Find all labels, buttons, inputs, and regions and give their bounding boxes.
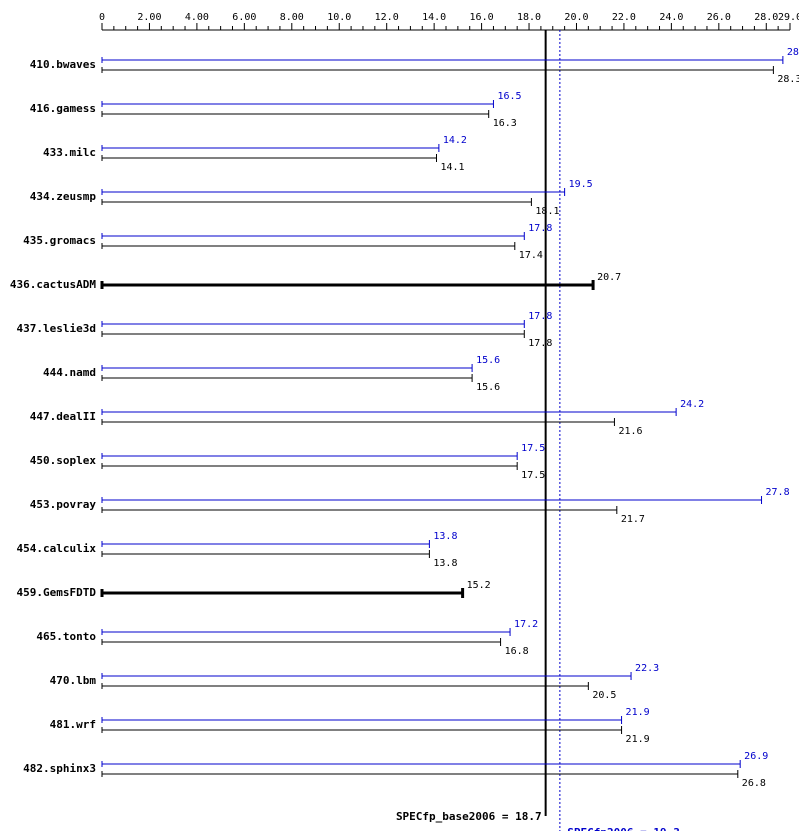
- base-value: 20.5: [592, 690, 616, 701]
- axis-label: 2.00: [137, 12, 161, 23]
- peak-value: 28.7: [787, 47, 799, 58]
- base-value: 28.3: [777, 74, 799, 85]
- base-value: 15.6: [476, 382, 500, 393]
- benchmark-label: 437.leslie3d: [17, 322, 96, 335]
- summary-peak-label: SPECfp2006 = 19.3: [567, 826, 680, 831]
- summary-base-label: SPECfp_base2006 = 18.7: [396, 810, 542, 823]
- peak-value: 27.8: [766, 487, 790, 498]
- peak-value: 19.5: [569, 179, 593, 190]
- benchmark-label: 470.lbm: [50, 674, 97, 687]
- spec-benchmark-chart: 0 2.00 4.00 6.00 8.00 10.0 12.0 14.0 16.0 18.0 20.…: [0, 0, 799, 831]
- peak-value: 13.8: [433, 531, 457, 542]
- benchmark-label: 454.calculix: [17, 542, 97, 555]
- benchmark-row: 447.dealII 24.2 21.6: [30, 399, 704, 437]
- peak-value: 15.6: [476, 355, 500, 366]
- peak-value: 14.2: [443, 135, 467, 146]
- benchmark-row: 434.zeusmp 19.5 18.1: [30, 179, 593, 217]
- peak-value: 24.2: [680, 399, 704, 410]
- base-value: 26.8: [742, 778, 766, 789]
- base-value: 17.8: [528, 338, 552, 349]
- axis-label: 24.0: [659, 12, 683, 23]
- axis-label: 29.0: [778, 12, 799, 23]
- benchmark-row: 465.tonto 17.2 16.8: [36, 619, 538, 657]
- peak-value: 26.9: [744, 751, 768, 762]
- base-value: 17.4: [519, 250, 543, 261]
- peak-value: 17.8: [528, 311, 552, 322]
- benchmark-label: 410.bwaves: [30, 58, 96, 71]
- benchmark-row: 410.bwaves 28.7 28.3: [30, 47, 799, 85]
- benchmark-label: 444.namd: [43, 366, 96, 379]
- peak-value: 17.8: [528, 223, 552, 234]
- peak-value: 17.2: [514, 619, 538, 630]
- benchmark-label: 450.soplex: [30, 454, 97, 467]
- benchmark-row: 435.gromacs 17.8 17.4: [23, 223, 552, 261]
- benchmark-label: 453.povray: [30, 498, 97, 511]
- base-value: 20.7: [597, 272, 621, 283]
- peak-value: 21.9: [626, 707, 650, 718]
- x-axis: 0 2.00 4.00 6.00 8.00 10.0 12.0 14.0 16.0 18.0 20.…: [99, 12, 799, 30]
- benchmark-row: 437.leslie3d 17.8 17.8: [17, 311, 553, 349]
- base-value: 21.7: [621, 514, 645, 525]
- benchmark-row: 436.cactusADM 20.7: [10, 272, 621, 291]
- benchmark-label: 481.wrf: [50, 718, 96, 731]
- base-value: 21.6: [618, 426, 642, 437]
- benchmark-row: 459.GemsFDTD 15.2: [17, 580, 491, 599]
- axis-label: 0: [99, 12, 105, 23]
- benchmark-row: 454.calculix 13.8 13.8: [17, 531, 458, 569]
- benchmark-row: 433.milc 14.2 14.1: [43, 135, 467, 173]
- axis-label: 12.0: [375, 12, 399, 23]
- peak-value: 16.5: [497, 91, 521, 102]
- axis-label: 26.0: [707, 12, 731, 23]
- benchmark-row: 470.lbm 22.3 20.5: [50, 663, 660, 701]
- axis-label: 6.00: [232, 12, 256, 23]
- benchmark-label: 416.gamess: [30, 102, 96, 115]
- axis-label: 28.0: [754, 12, 778, 23]
- axis-label: 4.00: [185, 12, 209, 23]
- benchmark-label: 434.zeusmp: [30, 190, 97, 203]
- base-value: 14.1: [441, 162, 465, 173]
- base-value: 16.8: [505, 646, 529, 657]
- benchmark-row: 453.povray 27.8 21.7: [30, 487, 790, 525]
- axis-label: 20.0: [564, 12, 588, 23]
- base-value: 16.3: [493, 118, 517, 129]
- benchmark-label: 482.sphinx3: [23, 762, 96, 775]
- benchmark-label: 435.gromacs: [23, 234, 96, 247]
- peak-value: 22.3: [635, 663, 659, 674]
- benchmark-row: 444.namd 15.6 15.6: [43, 355, 500, 393]
- peak-value: 17.5: [521, 443, 545, 454]
- base-value: 17.5: [521, 470, 545, 481]
- benchmark-label: 447.dealII: [30, 410, 96, 423]
- axis-label: 8.00: [280, 12, 304, 23]
- axis-label: 22.0: [612, 12, 636, 23]
- benchmark-label: 459.GemsFDTD: [17, 586, 97, 599]
- benchmark-label: 436.cactusADM: [10, 278, 96, 291]
- axis-label: 16.0: [470, 12, 494, 23]
- benchmark-row: 416.gamess 16.5 16.3: [30, 91, 522, 129]
- axis-label: 14.0: [422, 12, 446, 23]
- benchmark-label: 433.milc: [43, 146, 96, 159]
- axis-label: 10.0: [327, 12, 351, 23]
- base-value: 18.1: [535, 206, 559, 217]
- benchmark-row: 450.soplex 17.5 17.5: [30, 443, 546, 481]
- base-value: 21.9: [626, 734, 650, 745]
- base-value: 15.2: [467, 580, 491, 591]
- benchmark-label: 465.tonto: [36, 630, 96, 643]
- base-value: 13.8: [433, 558, 457, 569]
- axis-label: 18.0: [517, 12, 541, 23]
- benchmark-row: 482.sphinx3 26.9 26.8: [23, 751, 768, 789]
